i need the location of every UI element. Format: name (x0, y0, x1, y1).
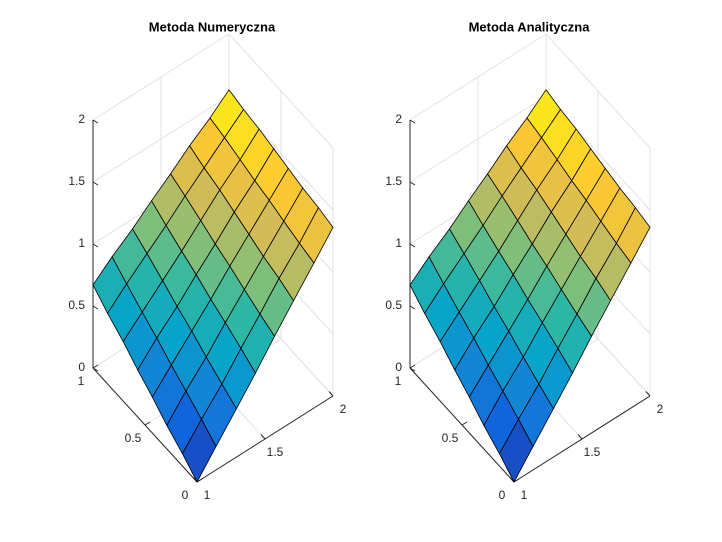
y-tick (92, 364, 99, 369)
grid-line (409, 95, 547, 183)
z-tick (92, 243, 99, 248)
chart-title: Metoda Numeryczna (149, 19, 276, 34)
y-tick-label: 0 (182, 488, 189, 502)
z-tick (409, 367, 416, 372)
z-tick-label: 1.5 (68, 174, 85, 188)
x-tick (328, 391, 334, 397)
y-tick-label: 0 (499, 488, 506, 502)
z-tick (92, 181, 99, 186)
y-tick (409, 364, 416, 369)
grid-line (409, 33, 547, 121)
z-tick (409, 181, 416, 186)
z-tick-label: 2 (395, 112, 402, 126)
grid-line (92, 33, 230, 121)
surface-patch (499, 418, 534, 483)
x-tick (645, 391, 651, 397)
x-tick (577, 434, 583, 440)
z-tick (92, 305, 99, 310)
x-tick-label: 1 (204, 488, 211, 502)
z-tick-label: 0.5 (68, 298, 85, 312)
grid-line (545, 33, 651, 149)
z-tick-label: 1 (78, 236, 85, 250)
x-tick-label: 1.5 (584, 445, 601, 459)
z-tick-label: 1.5 (385, 174, 402, 188)
y-tick (461, 421, 468, 426)
y-tick-label: 0.5 (442, 431, 459, 445)
z-tick (409, 305, 416, 310)
x-tick-label: 2 (340, 402, 347, 416)
z-tick-label: 1 (395, 236, 402, 250)
y-tick (513, 478, 520, 483)
z-tick-label: 0.5 (385, 298, 402, 312)
grid-line (92, 95, 230, 183)
y-tick (144, 421, 151, 426)
z-tick (409, 243, 416, 248)
x-tick-label: 1 (521, 488, 528, 502)
z-tick-label: 2 (78, 112, 85, 126)
y-tick-label: 0.5 (125, 431, 142, 445)
y-tick (196, 478, 203, 483)
x-tick-label: 2 (657, 402, 664, 416)
z-tick (92, 367, 99, 372)
z-tick (92, 119, 99, 124)
x-tick-label: 1.5 (267, 445, 284, 459)
z-tick-label: 0 (395, 360, 402, 374)
y-tick-label: 1 (395, 374, 402, 388)
z-tick (409, 119, 416, 124)
y-tick-label: 1 (78, 374, 85, 388)
z-tick-label: 0 (78, 360, 85, 374)
chart-title: Metoda Analityczna (469, 19, 591, 34)
x-tick (260, 434, 266, 440)
grid-line (228, 33, 334, 149)
surface-patch (182, 418, 217, 483)
